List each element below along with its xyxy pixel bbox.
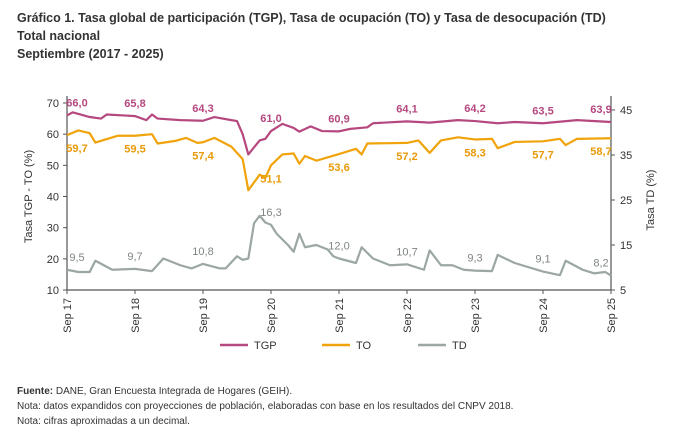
y-axis-label: Tasa TGP - TO (%) bbox=[23, 150, 35, 243]
footnote-1: Nota: datos expandidos con proyecciones … bbox=[17, 401, 514, 412]
data-label-td: 10,7 bbox=[396, 246, 417, 258]
chart-subtitle: Total nacional bbox=[17, 29, 101, 43]
legend-label-to: TO bbox=[356, 340, 372, 352]
data-label-tgp: 64,1 bbox=[396, 103, 417, 115]
data-label-td: 12,0 bbox=[328, 241, 349, 253]
x-tick-label: Sep 22 bbox=[402, 298, 414, 333]
data-label-to: 59,5 bbox=[124, 144, 145, 156]
data-label-tgp: 63,9 bbox=[590, 104, 611, 116]
y-tick-label: 20 bbox=[47, 254, 59, 266]
data-label-tgp: 64,2 bbox=[464, 103, 485, 115]
data-label-tgp: 65,8 bbox=[124, 98, 145, 110]
legend-label-tgp: TGP bbox=[254, 340, 277, 352]
y2-tick-label: 5 bbox=[620, 285, 626, 297]
y-tick-label: 60 bbox=[47, 129, 59, 141]
data-label-to: 51,1 bbox=[260, 173, 281, 185]
x-tick-label: Sep 24 bbox=[538, 298, 550, 333]
x-tick-label: Sep 23 bbox=[470, 298, 482, 333]
series-line-tgp bbox=[66, 111, 612, 156]
data-label-to: 59,7 bbox=[66, 143, 87, 155]
y2-tick-label: 25 bbox=[620, 195, 632, 207]
x-tick-label: Sep 20 bbox=[266, 298, 278, 333]
y-tick-label: 70 bbox=[47, 98, 59, 110]
x-tick-label: Sep 17 bbox=[62, 298, 74, 333]
x-tick-label: Sep 25 bbox=[606, 298, 618, 333]
data-label-tgp: 61,0 bbox=[260, 113, 281, 125]
x-tick-label: Sep 21 bbox=[334, 298, 346, 333]
series-line-td bbox=[66, 214, 612, 277]
source-text: DANE, Gran Encuesta Integrada de Hogares… bbox=[53, 386, 293, 397]
data-label-to: 57,7 bbox=[532, 149, 553, 161]
data-label-to: 58,7 bbox=[590, 146, 611, 158]
data-label-tgp: 63,5 bbox=[532, 105, 553, 117]
series-line-to bbox=[66, 129, 612, 192]
data-label-td: 9,1 bbox=[535, 254, 550, 266]
source-note: Fuente: DANE, Gran Encuesta Integrada de… bbox=[17, 386, 292, 397]
y-tick-label: 50 bbox=[47, 160, 59, 172]
legend-label-td: TD bbox=[452, 340, 467, 352]
data-label-tgp: 64,3 bbox=[192, 103, 213, 115]
data-label-to: 57,4 bbox=[192, 150, 214, 162]
y2-tick-label: 15 bbox=[620, 240, 632, 252]
data-label-td: 16,3 bbox=[260, 207, 281, 219]
footnote-2: Nota: cifras aproximadas a un decimal. bbox=[17, 416, 190, 427]
data-label-tgp: 60,9 bbox=[328, 113, 349, 125]
data-label-tgp: 66,0 bbox=[66, 97, 87, 109]
y2-tick-label: 35 bbox=[620, 150, 632, 162]
data-label-td: 8,2 bbox=[593, 258, 608, 270]
data-label-to: 57,2 bbox=[396, 151, 417, 163]
source-label: Fuente: bbox=[17, 386, 54, 397]
y-tick-label: 40 bbox=[47, 192, 59, 204]
y2-tick-label: 45 bbox=[620, 105, 632, 117]
data-label-to: 58,3 bbox=[464, 147, 485, 159]
data-label-td: 9,3 bbox=[467, 253, 482, 265]
y-tick-label: 10 bbox=[47, 285, 59, 297]
line-chart: 10 20 30 40 50 60 70 5 15 25 35 45 Sep 17 Sep 18 Sep 1… bbox=[23, 96, 657, 352]
y2-axis-label: Tasa TD (%) bbox=[645, 170, 657, 231]
data-label-td: 9,5 bbox=[69, 252, 84, 264]
data-label-td: 10,8 bbox=[192, 246, 213, 258]
x-tick-label: Sep 19 bbox=[198, 298, 210, 333]
data-label-to: 53,6 bbox=[328, 162, 349, 174]
y-tick-label: 30 bbox=[47, 223, 59, 235]
data-label-td: 9,7 bbox=[127, 251, 142, 263]
chart-period: Septiembre (2017 - 2025) bbox=[17, 47, 164, 61]
chart-title: Gráfico 1. Tasa global de participación … bbox=[17, 11, 606, 25]
x-tick-label: Sep 18 bbox=[130, 298, 142, 333]
